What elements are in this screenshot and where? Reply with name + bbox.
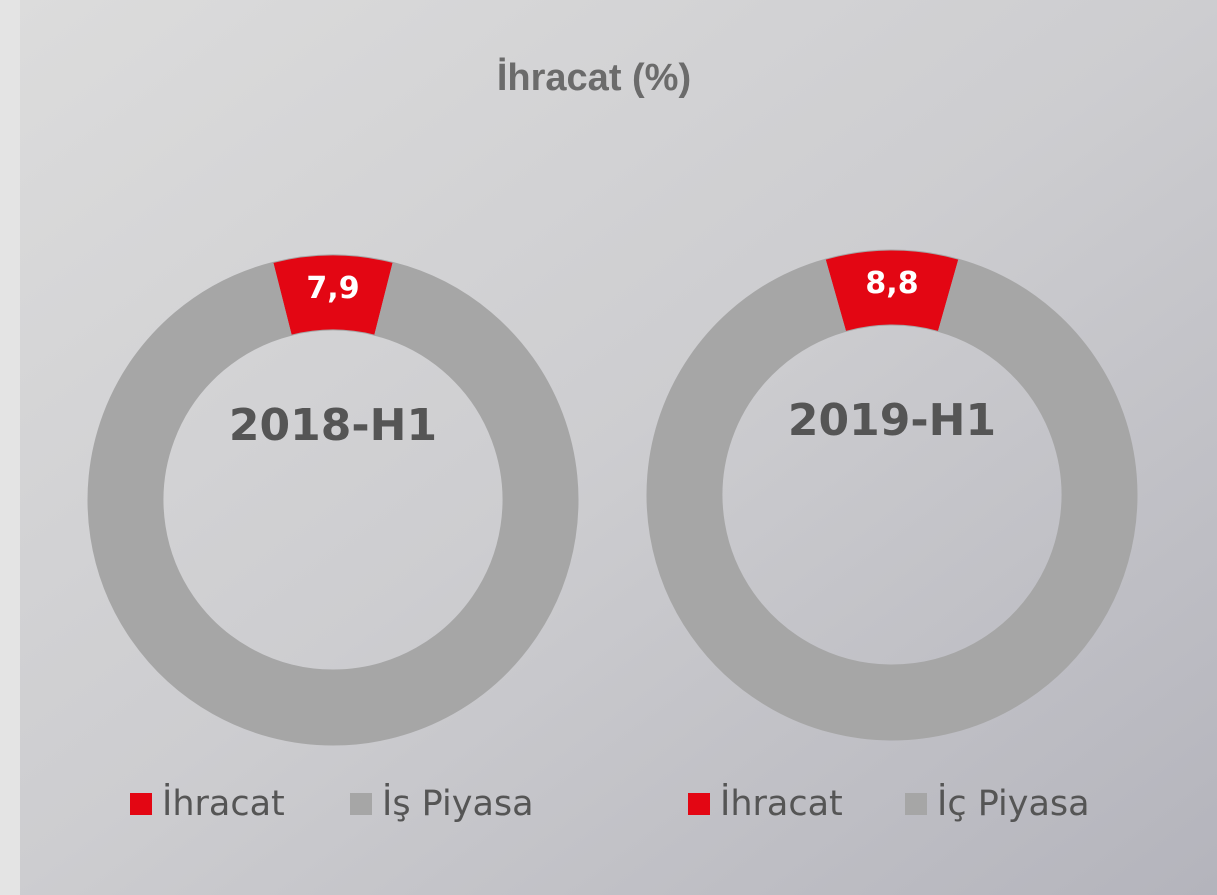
legend-label: İhracat: [720, 782, 843, 824]
legend-swatch: [130, 793, 152, 815]
donut-segment: [87, 261, 579, 746]
left-strip: [0, 0, 20, 895]
legend-swatch: [688, 793, 710, 815]
data-label: 7,9: [306, 271, 359, 306]
data-label: 8,8: [865, 266, 918, 301]
center-label: 2018-H1: [229, 400, 437, 451]
legend-swatch: [350, 793, 372, 815]
legend-label: İhracat: [162, 782, 285, 824]
donut-segment: [646, 258, 1138, 741]
page-title: İhracat (%): [497, 57, 691, 99]
legend-label: İş Piyasa: [382, 782, 534, 824]
center-label: 2019-H1: [788, 395, 996, 446]
legend-label: İç Piyasa: [937, 782, 1090, 824]
legend-swatch: [905, 793, 927, 815]
